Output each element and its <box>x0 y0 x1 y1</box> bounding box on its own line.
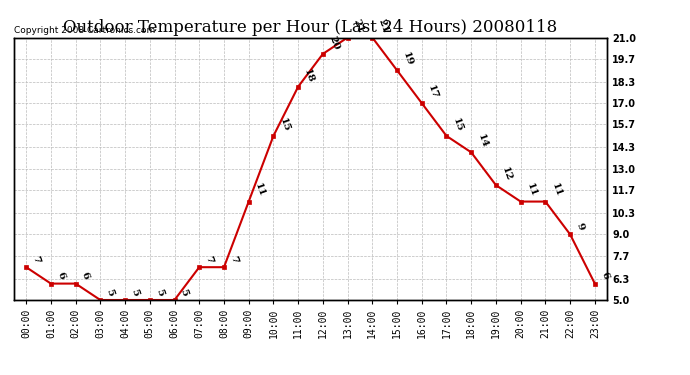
Text: 7: 7 <box>228 255 239 264</box>
Text: 11: 11 <box>549 182 563 199</box>
Text: 5: 5 <box>179 288 190 297</box>
Text: 5: 5 <box>154 288 165 297</box>
Text: Copyright 2008 Cartronics.com: Copyright 2008 Cartronics.com <box>14 26 155 35</box>
Text: 7: 7 <box>30 255 41 264</box>
Text: 9: 9 <box>574 222 585 232</box>
Text: 19: 19 <box>401 51 415 68</box>
Text: 6: 6 <box>599 271 610 281</box>
Text: 11: 11 <box>253 182 266 199</box>
Text: 12: 12 <box>500 166 513 182</box>
Text: 6: 6 <box>80 271 90 281</box>
Text: 15: 15 <box>451 117 464 133</box>
Text: 5: 5 <box>104 288 115 297</box>
Text: 5: 5 <box>129 288 140 297</box>
Title: Outdoor Temperature per Hour (Last 24 Hours) 20080118: Outdoor Temperature per Hour (Last 24 Ho… <box>63 19 558 36</box>
Text: 17: 17 <box>426 84 440 100</box>
Text: 18: 18 <box>302 68 316 84</box>
Text: 6: 6 <box>55 271 66 281</box>
Text: 14: 14 <box>475 133 489 150</box>
Text: 15: 15 <box>277 117 291 133</box>
Text: 21: 21 <box>352 18 365 35</box>
Text: 11: 11 <box>525 182 538 199</box>
Text: 21: 21 <box>377 18 390 35</box>
Text: 7: 7 <box>204 255 215 264</box>
Text: 20: 20 <box>327 34 340 51</box>
